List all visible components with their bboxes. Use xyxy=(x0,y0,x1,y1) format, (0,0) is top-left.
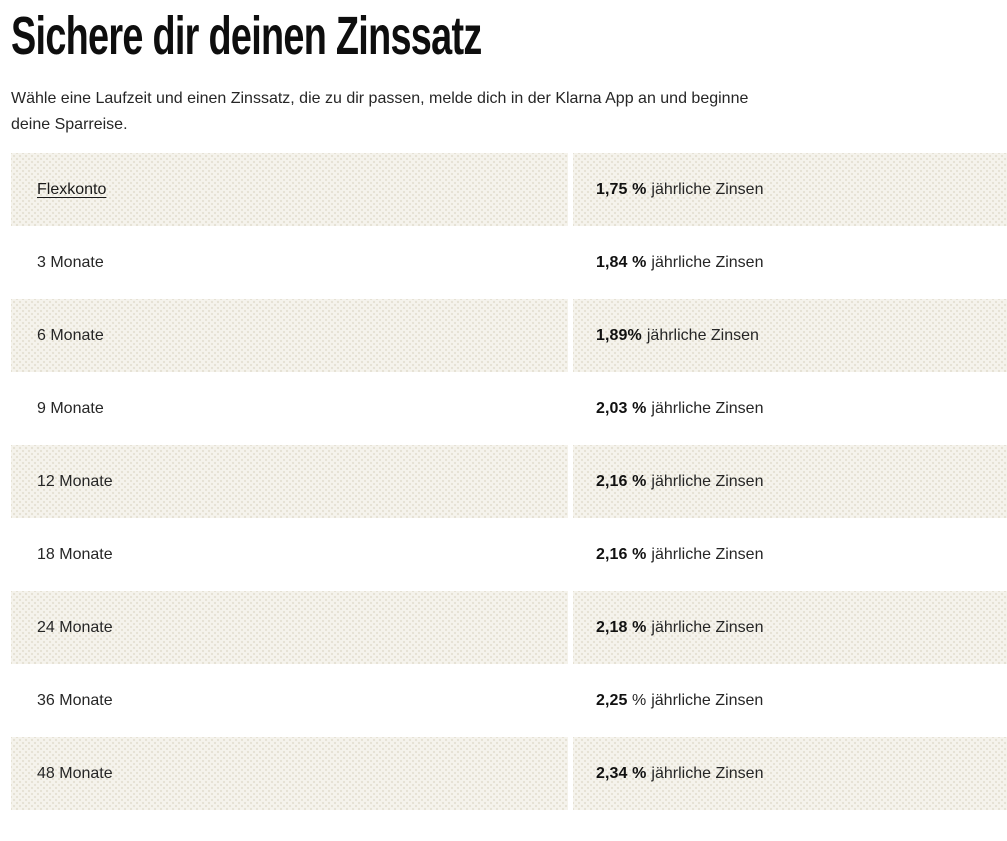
rate-value: 2,18 % xyxy=(596,618,647,636)
term-label: 24 Monate xyxy=(37,618,113,636)
page-subtitle: Wähle eine Laufzeit und einen Zinssatz, … xyxy=(11,86,1007,138)
rate-suffix-label: jährliche Zinsen xyxy=(651,399,764,417)
term-cell: 24 Monate xyxy=(11,591,568,664)
rate-cell: 1,89% jährliche Zinsen xyxy=(573,299,1007,372)
rate-cell: 1,75 % jährliche Zinsen xyxy=(573,153,1007,226)
rate-row-flexkonto: Flexkonto 1,75 % jährliche Zinsen xyxy=(0,153,1007,226)
page-subtitle-line: deine Sparreise. xyxy=(11,116,128,133)
interest-rates-table: Flexkonto 1,75 % jährliche Zinsen 3 Monat… xyxy=(0,153,1007,810)
rate-suffix-label: jährliche Zinsen xyxy=(651,180,764,198)
term-cell: 9 Monate xyxy=(11,372,568,445)
rate-suffix-label: jährliche Zinsen xyxy=(651,618,764,636)
rate-cell: 2,25 % jährliche Zinsen xyxy=(573,664,1007,737)
term-label: 12 Monate xyxy=(37,472,113,490)
rate-value: 2,03 % xyxy=(596,399,647,417)
rate-cell: 2,18 % jährliche Zinsen xyxy=(573,591,1007,664)
rate-suffix-label: jährliche Zinsen xyxy=(646,326,759,344)
rate-suffix-label: jährliche Zinsen xyxy=(651,545,764,563)
term-cell: 6 Monate xyxy=(11,299,568,372)
rate-row-9-monate: 9 Monate 2,03 % jährliche Zinsen xyxy=(0,372,1007,445)
rate-cell: 1,84 % jährliche Zinsen xyxy=(573,226,1007,299)
rate-cell: 2,16 % jährliche Zinsen xyxy=(573,518,1007,591)
rate-value: 2,16 % xyxy=(596,472,647,490)
rate-row-6-monate: 6 Monate 1,89% jährliche Zinsen xyxy=(0,299,1007,372)
term-label: 6 Monate xyxy=(37,326,104,344)
rate-row-48-monate: 48 Monate 2,34 % jährliche Zinsen xyxy=(0,737,1007,810)
rate-cell: 2,34 % jährliche Zinsen xyxy=(573,737,1007,810)
term-cell: 48 Monate xyxy=(11,737,568,810)
rate-row-12-monate: 12 Monate 2,16 % jährliche Zinsen xyxy=(0,445,1007,518)
rate-value: 2,25 xyxy=(596,691,628,709)
term-cell: 12 Monate xyxy=(11,445,568,518)
flexkonto-link[interactable]: Flexkonto xyxy=(37,180,107,198)
term-label: 9 Monate xyxy=(37,399,104,417)
rate-value: 1,89% xyxy=(596,326,642,344)
rate-suffix-label: jährliche Zinsen xyxy=(651,253,764,271)
term-cell: 18 Monate xyxy=(11,518,568,591)
rate-percent-sign: % xyxy=(627,691,647,709)
term-cell: 3 Monate xyxy=(11,226,568,299)
rate-cell: 2,16 % jährliche Zinsen xyxy=(573,445,1007,518)
page-title: Sichere dir deinen Zinssatz xyxy=(11,6,482,66)
rate-value: 1,84 % xyxy=(596,253,647,271)
rate-row-24-monate: 24 Monate 2,18 % jährliche Zinsen xyxy=(0,591,1007,664)
rate-value: 1,75 % xyxy=(596,180,647,198)
term-label: 18 Monate xyxy=(37,545,113,563)
rate-suffix-label: jährliche Zinsen xyxy=(651,691,764,709)
term-label: 36 Monate xyxy=(37,691,113,709)
term-label: 48 Monate xyxy=(37,764,113,782)
rate-suffix-label: jährliche Zinsen xyxy=(651,764,764,782)
rate-row-18-monate: 18 Monate 2,16 % jährliche Zinsen xyxy=(0,518,1007,591)
rate-value: 2,16 % xyxy=(596,545,647,563)
term-label: 3 Monate xyxy=(37,253,104,271)
rate-cell: 2,03 % jährliche Zinsen xyxy=(573,372,1007,445)
term-cell: Flexkonto xyxy=(11,153,568,226)
page-subtitle-line: Wähle eine Laufzeit und einen Zinssatz, … xyxy=(11,90,749,107)
rate-row-3-monate: 3 Monate 1,84 % jährliche Zinsen xyxy=(0,226,1007,299)
term-cell: 36 Monate xyxy=(11,664,568,737)
rate-value: 2,34 % xyxy=(596,764,647,782)
rate-row-36-monate: 36 Monate 2,25 % jährliche Zinsen xyxy=(0,664,1007,737)
rate-suffix-label: jährliche Zinsen xyxy=(651,472,764,490)
